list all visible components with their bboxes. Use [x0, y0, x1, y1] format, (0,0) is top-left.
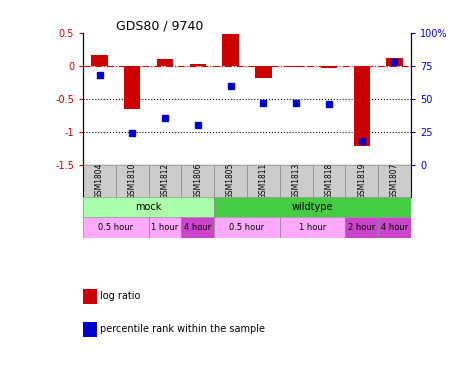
- Bar: [353, 66, 370, 146]
- Bar: [116, 165, 149, 197]
- Text: GSM1807: GSM1807: [390, 162, 399, 199]
- Text: GSM1806: GSM1806: [193, 162, 202, 199]
- Bar: [321, 66, 337, 68]
- Bar: [214, 165, 247, 197]
- Text: mock: mock: [135, 202, 162, 212]
- Bar: [214, 197, 411, 217]
- Text: GSM1818: GSM1818: [324, 163, 333, 199]
- Bar: [378, 217, 411, 238]
- Bar: [247, 165, 280, 197]
- Bar: [313, 165, 345, 197]
- Bar: [83, 217, 149, 238]
- Text: GSM1810: GSM1810: [128, 163, 137, 199]
- Bar: [222, 34, 239, 66]
- Bar: [124, 66, 141, 109]
- Bar: [214, 217, 280, 238]
- Bar: [345, 217, 378, 238]
- Bar: [181, 165, 214, 197]
- Bar: [280, 165, 313, 197]
- Bar: [288, 66, 304, 67]
- Bar: [280, 217, 345, 238]
- Text: 4 hour: 4 hour: [184, 223, 211, 232]
- Bar: [157, 59, 173, 66]
- Bar: [149, 165, 181, 197]
- Bar: [345, 165, 378, 197]
- Text: 0.5 hour: 0.5 hour: [229, 223, 265, 232]
- Text: GSM1804: GSM1804: [95, 162, 104, 199]
- Text: 2 hour: 2 hour: [348, 223, 375, 232]
- Text: GDS80 / 9740: GDS80 / 9740: [116, 20, 203, 33]
- Bar: [378, 165, 411, 197]
- Bar: [181, 217, 214, 238]
- Bar: [255, 66, 272, 78]
- Text: GSM1819: GSM1819: [357, 163, 366, 199]
- Text: GSM1812: GSM1812: [161, 163, 170, 199]
- Text: GSM1811: GSM1811: [259, 163, 268, 199]
- Text: 1 hour: 1 hour: [299, 223, 326, 232]
- Bar: [149, 217, 181, 238]
- Text: GSM1805: GSM1805: [226, 162, 235, 199]
- Text: 1 hour: 1 hour: [152, 223, 179, 232]
- Bar: [190, 64, 206, 66]
- Bar: [91, 55, 108, 66]
- Text: wildtype: wildtype: [292, 202, 333, 212]
- Text: 4 hour: 4 hour: [381, 223, 408, 232]
- Text: 0.5 hour: 0.5 hour: [98, 223, 133, 232]
- Bar: [83, 165, 116, 197]
- Text: percentile rank within the sample: percentile rank within the sample: [100, 324, 265, 335]
- Bar: [386, 58, 403, 66]
- Text: GSM1813: GSM1813: [292, 163, 301, 199]
- Text: log ratio: log ratio: [100, 291, 140, 302]
- Bar: [83, 197, 214, 217]
